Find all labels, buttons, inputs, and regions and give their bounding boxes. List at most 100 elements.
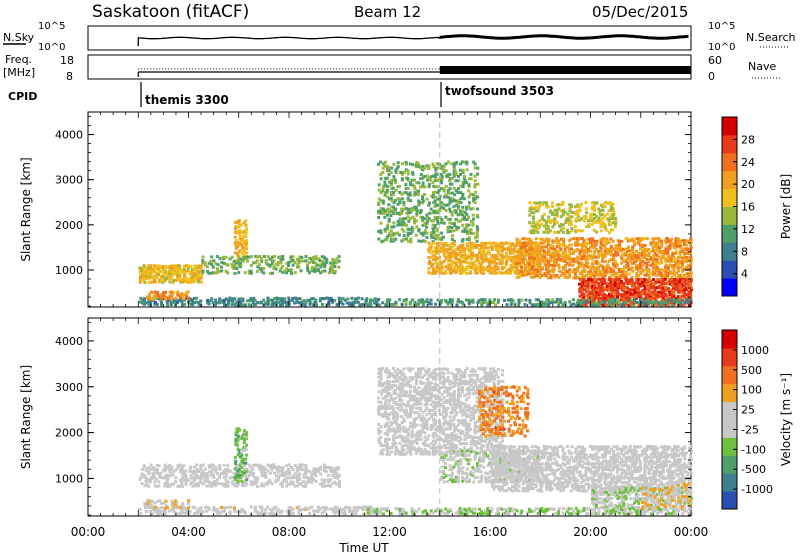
scatter-cell [375,301,379,304]
scatter-cell [607,259,611,263]
scatter-cell [425,197,429,201]
scatter-cell [174,296,178,300]
scatter-cell [598,288,602,292]
scatter-cell [256,265,260,269]
scatter-cell [377,437,381,441]
scatter-cell [220,482,223,486]
scatter-cell [231,482,235,486]
scatter-cell [191,276,195,280]
scatter-cell [446,300,450,304]
scatter-cell [624,296,628,300]
scatter-cell [578,249,582,253]
scatter-cell [500,262,504,265]
scatter-cell [240,453,244,457]
scatter-cell [672,282,676,286]
scatter-cell [241,303,245,307]
scatter-cell [639,239,642,243]
scatter-cell [660,284,664,287]
scatter-cell [386,195,390,199]
scatter-cell [407,219,411,223]
scatter-cell [624,237,628,241]
scatter-cell [657,269,661,273]
scatter-cell [188,278,192,282]
scatter-cell [285,509,289,513]
scatter-cell [400,217,404,221]
scatter-cell [486,301,489,305]
scatter-cell [233,241,237,245]
scatter-cell [649,241,653,245]
scatter-cell [316,263,320,267]
scatter-cell [538,264,542,268]
scatter-cell [622,294,626,298]
scatter-cell [258,465,262,469]
scatter-cell [601,220,605,224]
scatter-cell [630,251,634,255]
scatter-cell [241,257,245,261]
scatter-cell [607,201,611,205]
scatter-cell [649,293,653,296]
scatter-cell [531,261,535,265]
scatter-cell [176,264,180,268]
scatter-cell [446,203,450,207]
scatter-cell [480,303,484,307]
scatter-cell [226,480,230,484]
scatter-cell [417,203,421,207]
scatter-cell [606,263,610,267]
scatter-cell [630,298,634,302]
scatter-cell [256,512,260,516]
scatter-cell [381,388,385,392]
scatter-cell [590,257,594,261]
scatter-cell [534,241,537,245]
scatter-cell [461,168,465,172]
scatter-cell [314,257,318,261]
scatter-cell [566,245,570,249]
scatter-cell [434,185,438,189]
scatter-cell [587,265,590,269]
scatter-cell [395,211,399,215]
scatter-cell [425,219,429,223]
scatter-cell [614,278,617,282]
scatter-cell [244,475,248,479]
scatter-cell [597,269,601,273]
scatter-cell [490,271,494,275]
scatter-cell [624,290,628,294]
scatter-cell [655,296,659,300]
scatter-cell [440,187,443,191]
scatter-cell [649,263,653,267]
scatter-cell [209,465,213,469]
scatter-cell [538,204,542,208]
scatter-cell [168,484,172,488]
scatter-cell [446,267,450,271]
scatter-cell [164,290,168,294]
scatter-cell [592,228,596,232]
scatter-cell [658,246,662,249]
scatter-cell [358,506,362,510]
scatter-cell [502,247,506,251]
scatter-cell [247,255,251,259]
scatter-cell [591,263,595,267]
scatter-cell [298,472,302,476]
scatter-cell [452,267,456,271]
scatter-cell [299,269,303,273]
scatter-cell [234,227,237,231]
scatter-cell [622,289,626,292]
scatter-cell [446,230,450,234]
scatter-cell [670,303,674,307]
scatter-cell [433,175,437,179]
scatter-cell [538,272,542,275]
scatter-cell [559,273,563,277]
scatter-cell [145,478,149,482]
scatter-cell [611,283,615,287]
scatter-cell [469,246,473,250]
scatter-cell [509,256,513,259]
scatter-cell [260,508,264,512]
scatter-cell [398,197,402,201]
scatter-cell [197,276,201,280]
scatter-cell [458,259,462,263]
scatter-cell [233,482,237,486]
scatter-cell [582,239,586,243]
scatter-cell [555,211,559,215]
scatter-cell [676,295,680,299]
scatter-cell [386,394,389,398]
scatter-cell [335,482,339,486]
